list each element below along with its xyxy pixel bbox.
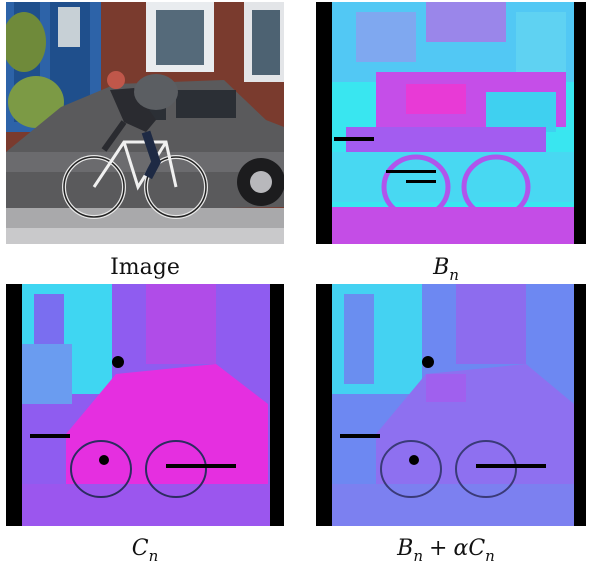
bn-map-panel <box>316 2 586 244</box>
combined-caption-c: C <box>468 536 486 561</box>
combined-caption-b: B <box>397 536 414 561</box>
photo-panel <box>6 2 284 244</box>
cn-map-image <box>6 284 284 526</box>
cn-map-panel <box>6 284 284 526</box>
bn-caption-sub: n <box>449 266 459 284</box>
combined-map-panel <box>316 284 586 526</box>
cn-caption-main: C <box>131 536 149 561</box>
combined-caption-plus: + <box>429 536 448 561</box>
bn-caption-main: B <box>433 255 450 280</box>
photo-caption-text: Image <box>110 255 180 280</box>
cn-caption: Cn <box>5 535 285 570</box>
combined-map-image <box>316 284 586 526</box>
bn-map-image <box>316 2 586 244</box>
cn-caption-sub: n <box>148 547 159 565</box>
bn-caption: Bn <box>306 254 586 289</box>
photo-image <box>6 2 284 244</box>
combined-caption-b-sub: n <box>413 547 424 565</box>
combined-caption: Bn + αCn <box>306 535 586 570</box>
combined-caption-alpha: α <box>453 536 469 561</box>
combined-caption-c-sub: n <box>485 547 495 565</box>
photo-caption: Image <box>5 254 285 282</box>
